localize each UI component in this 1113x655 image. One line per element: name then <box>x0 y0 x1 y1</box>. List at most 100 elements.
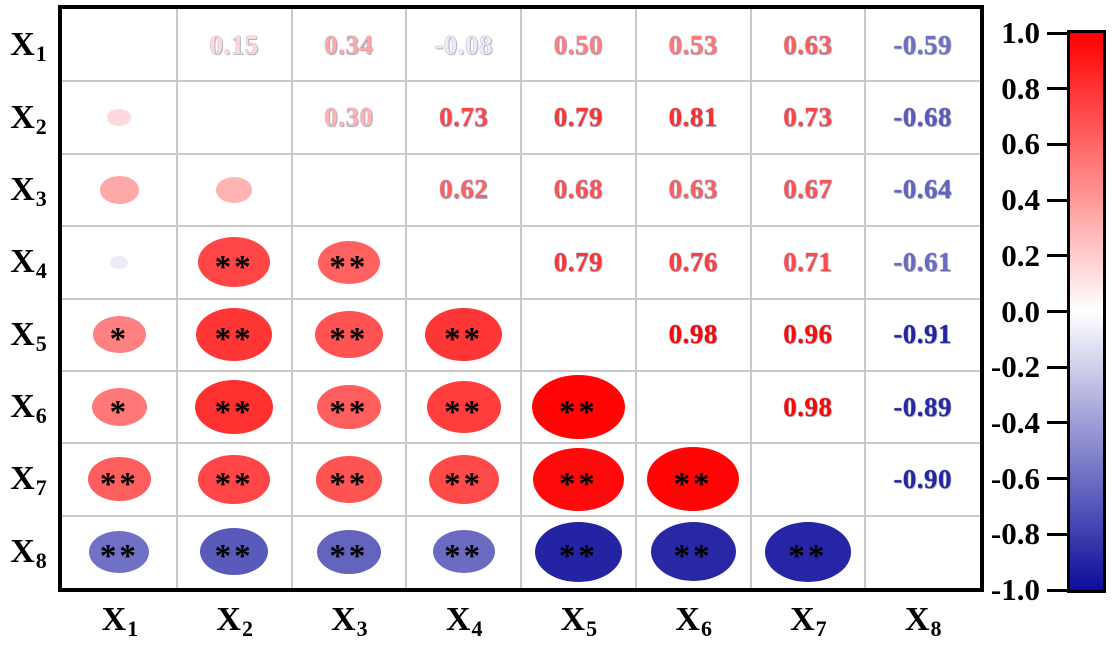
axis-label-base: X <box>560 601 586 638</box>
colorbar-tick-label: 0.8 <box>1001 70 1040 106</box>
corr-ellipse: * <box>93 316 146 356</box>
axis-label-base: X <box>331 601 356 638</box>
corr-value-cell: 0.30 <box>324 102 374 133</box>
corr-value-cell: -0.08 <box>434 29 494 60</box>
significance-stars: ** <box>673 538 713 575</box>
corr-ellipse: ** <box>765 522 851 582</box>
significance-stars: ** <box>444 538 484 575</box>
axis-label-subscript: 3 <box>35 185 47 211</box>
significance-stars: ** <box>329 249 369 286</box>
axis-label-subscript: 6 <box>35 403 47 429</box>
corr-value-cell: 0.98 <box>668 319 718 350</box>
colorbar-tick-label: 0.0 <box>1001 293 1040 329</box>
corr-value-cell: 0.34 <box>324 29 374 60</box>
axis-label-base: X <box>10 315 35 353</box>
axis-label-subscript: 6 <box>700 616 712 641</box>
corr-ellipse <box>99 176 140 204</box>
grid-line-horizontal <box>62 297 980 300</box>
corr-value-cell: 0.73 <box>783 102 833 133</box>
significance-stars: ** <box>99 466 139 503</box>
significance-stars: ** <box>329 538 369 575</box>
colorbar-tick <box>1047 477 1067 481</box>
axis-label-base: X <box>445 601 471 638</box>
significance-stars: * <box>109 394 130 431</box>
corr-value-cell: 0.98 <box>783 391 833 422</box>
matrix-plot-area: 0.15 0.34 -0.08 0.50 0.53 0.63 -0.59 0.30 0.73 0.… <box>58 5 984 592</box>
corr-value-cell: 0.53 <box>668 29 718 60</box>
axis-label-base: X <box>10 26 35 64</box>
corr-value-cell: -0.89 <box>893 391 953 422</box>
grid-line-horizontal <box>62 442 980 445</box>
colorbar-tick <box>1047 198 1067 202</box>
corr-ellipse: ** <box>535 521 622 582</box>
corr-value-cell: 0.15 <box>209 29 259 60</box>
corr-value-cell: 0.73 <box>439 102 489 133</box>
colorbar-tick <box>1047 254 1067 258</box>
corr-ellipse <box>110 256 129 269</box>
axis-label-subscript: 8 <box>35 547 47 573</box>
corr-value-cell: -0.64 <box>893 174 953 205</box>
axis-label-subscript: 4 <box>471 616 483 641</box>
corr-ellipse: ** <box>194 379 274 435</box>
axis-label-subscript: 4 <box>35 258 47 284</box>
colorbar-tick <box>1047 31 1067 35</box>
colorbar-tick-label: 0.2 <box>1001 237 1040 273</box>
corr-value-cell: 0.71 <box>783 246 833 277</box>
colorbar-tick <box>1047 87 1067 91</box>
significance-stars: ** <box>329 466 369 503</box>
corr-value-cell: -0.59 <box>893 29 953 60</box>
corr-ellipse: ** <box>198 237 270 288</box>
significance-stars: ** <box>444 466 484 503</box>
corr-ellipse: ** <box>650 522 736 582</box>
corr-ellipse: ** <box>315 311 383 359</box>
corr-ellipse: ** <box>87 457 152 503</box>
colorbar-tick <box>1047 365 1067 369</box>
corr-ellipse: ** <box>425 308 502 362</box>
corr-ellipse: * <box>91 387 147 431</box>
axis-label-subscript: 1 <box>127 616 139 641</box>
grid-line-horizontal <box>62 369 980 372</box>
colorbar-tick-label: -0.2 <box>990 349 1040 385</box>
significance-stars: * <box>109 321 130 358</box>
corr-ellipse: ** <box>426 381 501 433</box>
colorbar-tick-label: -0.4 <box>990 404 1040 440</box>
axis-label-subscript: 2 <box>35 113 47 139</box>
corr-value-cell: -0.61 <box>893 246 953 277</box>
corr-value-cell: 0.79 <box>553 246 604 277</box>
significance-stars: ** <box>673 466 713 503</box>
colorbar-tick <box>1047 310 1067 313</box>
significance-stars: ** <box>329 321 369 358</box>
corr-ellipse: ** <box>315 456 383 503</box>
corr-value-cell: -0.90 <box>893 463 953 494</box>
corr-value-cell: 0.63 <box>668 174 718 205</box>
corr-ellipse: ** <box>533 447 624 511</box>
corr-value-cell: 0.63 <box>783 29 833 60</box>
corr-value-cell: 0.67 <box>783 174 833 205</box>
significance-stars: ** <box>788 538 828 575</box>
axis-label-base: X <box>10 98 35 136</box>
colorbar-tick-label: 0.6 <box>1001 126 1040 162</box>
axis-label-subscript: 5 <box>586 616 598 641</box>
colorbar-tick <box>1047 588 1067 592</box>
axis-label-base: X <box>10 243 35 281</box>
corr-value-cell: 0.79 <box>553 102 604 133</box>
colorbar-tick-label: -0.6 <box>990 460 1040 496</box>
significance-stars: ** <box>558 538 598 575</box>
corr-ellipse: ** <box>532 375 625 440</box>
significance-stars: ** <box>444 321 484 358</box>
grid-line-horizontal <box>62 514 980 517</box>
axis-label-base: X <box>101 601 127 638</box>
grid-line-vertical <box>749 9 752 588</box>
axis-label-base: X <box>790 601 815 638</box>
axis-label-subscript: 2 <box>241 616 253 641</box>
